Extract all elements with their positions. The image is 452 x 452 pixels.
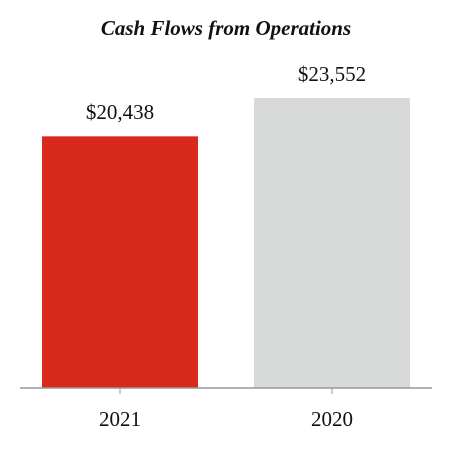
value-label: $20,438 (86, 100, 154, 124)
chart-title: Cash Flows from Operations (101, 16, 351, 40)
x-tick-label: 2020 (311, 407, 353, 431)
bar (254, 98, 410, 388)
bar (42, 136, 198, 388)
value-label: $23,552 (298, 62, 366, 86)
x-tick-label: 2021 (99, 407, 141, 431)
